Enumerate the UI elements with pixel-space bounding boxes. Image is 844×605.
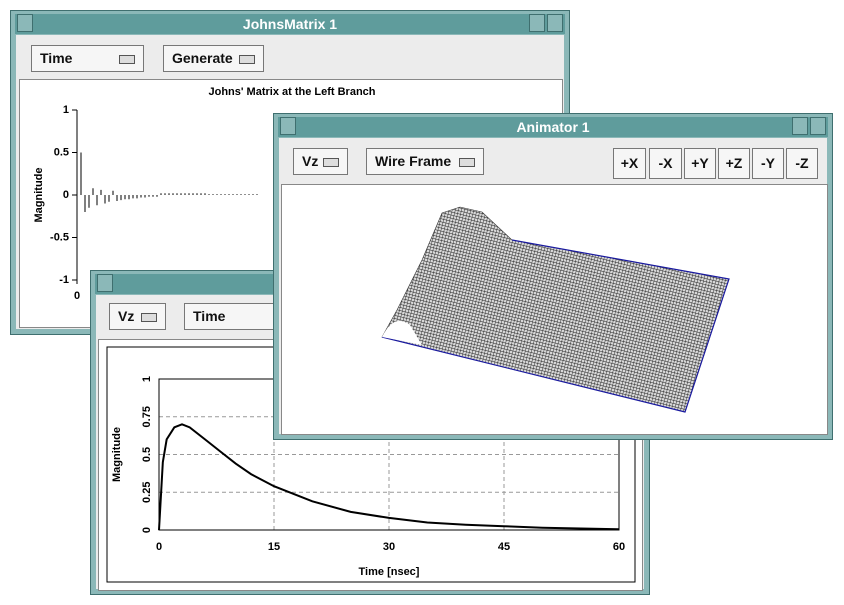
y-tick-label: 0: [141, 527, 153, 533]
view-panel: [281, 184, 828, 435]
button[interactable]: Vz: [109, 303, 166, 330]
y-tick-label: 0.5: [54, 146, 69, 158]
button-label: +Z: [725, 155, 743, 171]
surface-gap: [382, 321, 422, 345]
button-label: -Y: [761, 155, 775, 171]
button[interactable]: +X: [613, 148, 646, 179]
x-tick-label: 45: [498, 541, 510, 553]
surface-edge: [381, 239, 730, 413]
button-label: -X: [658, 155, 673, 171]
y-tick-label: -0.5: [50, 231, 69, 243]
y-tick-label: 1: [63, 104, 69, 116]
title-bar: JohnsMatrix 1: [15, 14, 565, 34]
menu-button[interactable]: [97, 274, 113, 292]
plot: 0 0.25 0.5 0.75 1 0 15 30 45 60 Time [nsec] Magnitu…: [106, 346, 636, 583]
title-bar: Animator 1: [278, 117, 828, 137]
menu-button[interactable]: [280, 117, 296, 135]
x-tick-label: 15: [268, 541, 280, 553]
x-axis-label: Time [nsec]: [359, 566, 420, 578]
x-tick-label: 0: [74, 290, 80, 302]
button-label: Wire Frame: [375, 153, 452, 169]
option-indicator: [239, 55, 255, 64]
button[interactable]: -Z: [786, 148, 818, 179]
button-label: Time: [40, 50, 73, 66]
y-tick-label: 0: [63, 189, 69, 201]
x-tick-label: 0: [156, 541, 162, 553]
button[interactable]: Wire Frame: [366, 148, 484, 175]
button[interactable]: Time: [31, 45, 144, 72]
option-indicator: [119, 55, 135, 64]
y-tick-label: 0.75: [141, 406, 153, 427]
button-label: +X: [620, 155, 639, 171]
x-tick-label: 60: [613, 541, 625, 553]
chart-title: Johns' Matrix at the Left Branch: [208, 86, 375, 98]
window: Animator 1 Vz Wire Frame +X -X +Y +Z -Y -Z: [273, 113, 833, 440]
button[interactable]: +Y: [684, 148, 716, 179]
button[interactable]: Vz: [293, 148, 348, 175]
button-label: Generate: [172, 50, 233, 66]
y-axis-label: Magnitude: [33, 168, 45, 223]
window-title: JohnsMatrix 1: [242, 16, 338, 32]
y-tick-label: 0.25: [141, 482, 153, 503]
window-title: Animator 1: [516, 119, 590, 135]
menu-button[interactable]: [17, 14, 33, 32]
button[interactable]: -X: [649, 148, 682, 179]
button-label: -Z: [795, 155, 809, 171]
minimize-button[interactable]: [529, 14, 545, 32]
button-label: Vz: [302, 153, 319, 169]
y-axis-label: Magnitude: [111, 427, 123, 482]
option-indicator: [323, 158, 339, 167]
button[interactable]: -Y: [752, 148, 784, 179]
option-indicator: [459, 158, 475, 167]
line: [158, 423, 620, 531]
button-label: +Y: [691, 155, 709, 171]
minimize-button[interactable]: [792, 117, 808, 135]
button-label: Time: [193, 308, 226, 324]
button[interactable]: +Z: [718, 148, 750, 179]
wireframe-view: [381, 206, 730, 413]
y-tick-label: 0.5: [141, 447, 153, 462]
y-tick-label: 1: [141, 376, 153, 382]
x-tick-label: 30: [383, 541, 395, 553]
maximize-button[interactable]: [810, 117, 826, 135]
maximize-button[interactable]: [547, 14, 563, 32]
option-indicator: [141, 313, 157, 322]
plot: Johns' Matrix at the Left Branch Magnitud…: [33, 86, 376, 302]
surface: [381, 206, 730, 413]
button[interactable]: Generate: [163, 45, 264, 72]
y-tick-label: -1: [59, 274, 69, 286]
button-label: Vz: [118, 308, 135, 324]
